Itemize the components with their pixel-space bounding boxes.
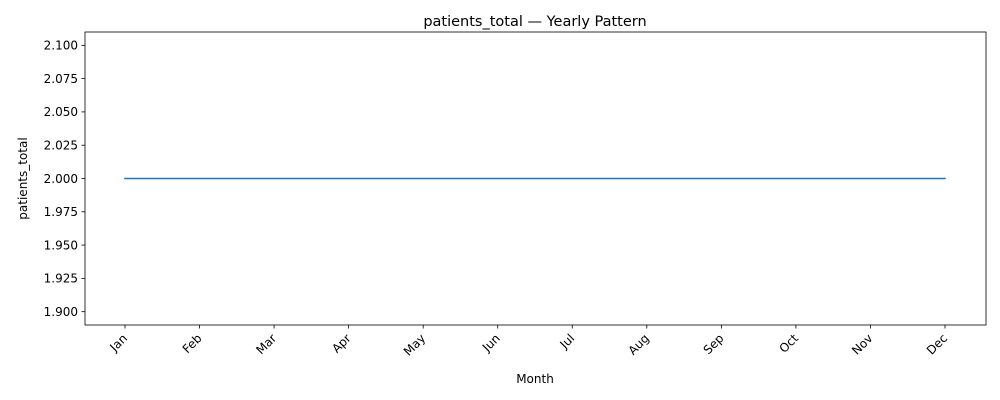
plot-frame <box>84 31 987 326</box>
y-tick-label: 1.975 <box>44 205 78 219</box>
x-tick-label: Jan <box>106 331 130 355</box>
plot-spines <box>84 31 987 326</box>
x-tick-label: May <box>401 331 428 358</box>
y-tick-label: 2.100 <box>44 39 78 53</box>
y-tick-label: 2.000 <box>44 172 78 186</box>
x-tick-label: Mar <box>253 331 279 357</box>
y-tick-label: 2.050 <box>44 105 78 119</box>
chart-title: patients_total — Yearly Pattern <box>423 14 646 30</box>
y-tick-label: 1.925 <box>44 272 78 286</box>
x-tick-label: Aug <box>625 331 651 357</box>
y-tick-label: 2.025 <box>44 139 78 153</box>
x-axis-label: Month <box>516 372 554 386</box>
x-tick-label: Oct <box>776 331 801 356</box>
y-tick-label: 1.950 <box>44 238 78 252</box>
x-tick-label: Jun <box>479 331 503 355</box>
y-tick-label: 2.075 <box>44 72 78 86</box>
x-tick-label: Nov <box>849 331 875 357</box>
y-axis: 1.900 1.925 1.950 1.975 2.000 2.025 2.050 2.075… <box>44 39 85 319</box>
y-axis-label: patients_total <box>16 137 30 219</box>
x-tick-label: Jul <box>557 331 578 352</box>
x-tick-label: Dec <box>924 331 950 357</box>
y-tick-label: 1.900 <box>44 305 78 319</box>
x-tick-label: Feb <box>180 331 205 356</box>
x-tick-label: Sep <box>701 331 727 357</box>
x-axis: Jan Feb Mar Apr May Jun Jul Aug Sep Oct Nov Dec <box>106 325 950 359</box>
x-tick-label: Apr <box>329 331 354 356</box>
